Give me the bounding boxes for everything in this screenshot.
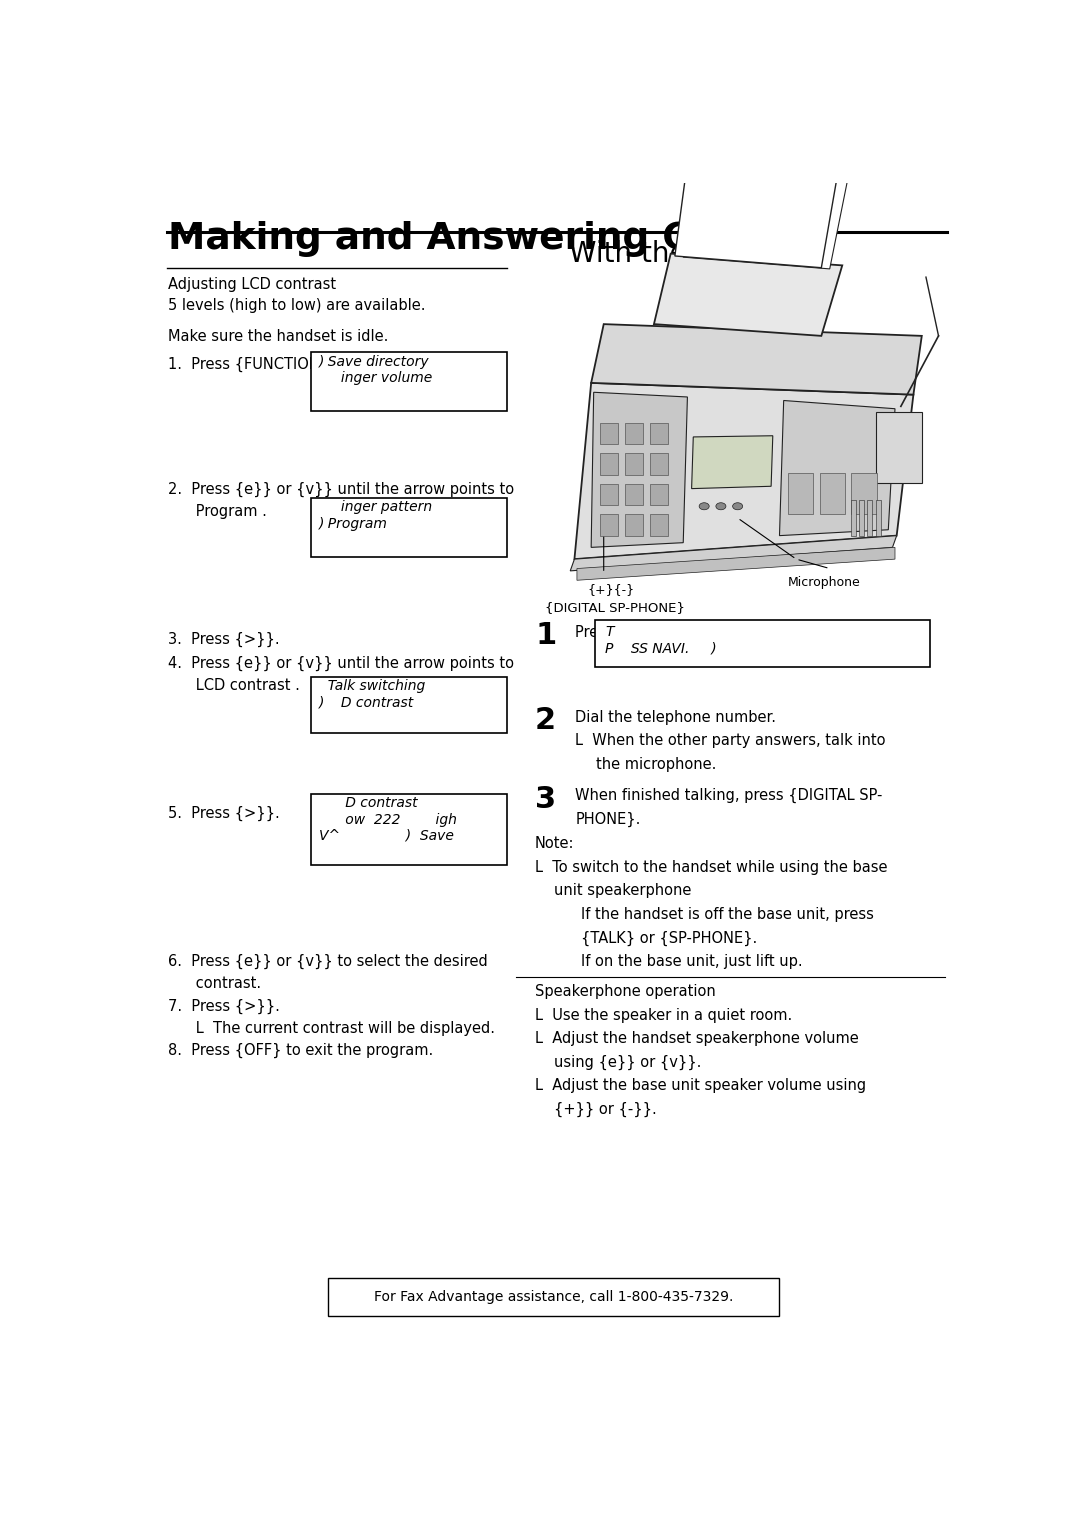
Bar	[311, 497, 508, 557]
Text: LCD contrast .: LCD contrast .	[168, 678, 300, 693]
Text: For Fax Advantage assistance, call 1-800-435-7329.: For Fax Advantage assistance, call 1-800…	[374, 1289, 733, 1305]
Bar	[599, 514, 618, 536]
Text: L  Use the speaker in a quiet room.: L Use the speaker in a quiet room.	[535, 1009, 793, 1022]
Text: When finished talking, press {DIGITAL SP-: When finished talking, press {DIGITAL SP…	[576, 789, 882, 804]
Text: 4.  Press {e}} or {v}} until the arrow points to: 4. Press {e}} or {v}} until the arrow po…	[168, 656, 514, 671]
Bar	[311, 676, 508, 732]
Text: Program .: Program .	[168, 504, 268, 519]
Bar	[595, 620, 930, 667]
Text: inger pattern
) Program: inger pattern ) Program	[320, 501, 432, 531]
Bar	[650, 514, 669, 536]
Ellipse shape	[732, 502, 743, 510]
Text: 7.  Press {>}}.: 7. Press {>}}.	[168, 998, 281, 1013]
Text: 6.  Press {e}} or {v}} to select the desired: 6. Press {e}} or {v}} to select the desi…	[168, 954, 488, 969]
Polygon shape	[591, 392, 688, 548]
Ellipse shape	[699, 502, 710, 510]
Bar	[867, 501, 873, 536]
Text: Microphone: Microphone	[788, 575, 861, 589]
Text: Note:: Note:	[535, 836, 575, 852]
Bar	[788, 473, 813, 514]
Text: 1: 1	[535, 621, 556, 650]
Text: Dial the telephone number.: Dial the telephone number.	[576, 710, 777, 725]
Text: the microphone.: the microphone.	[596, 757, 716, 772]
Bar	[650, 484, 669, 505]
Text: Speakerphone operation: Speakerphone operation	[535, 984, 716, 1000]
Text: Make sure the handset is idle.: Make sure the handset is idle.	[168, 328, 389, 343]
Text: 2: 2	[535, 707, 556, 736]
Polygon shape	[577, 548, 895, 580]
Bar	[624, 514, 643, 536]
Text: L  To switch to the handset while using the base: L To switch to the handset while using t…	[535, 861, 888, 874]
Bar	[851, 501, 855, 536]
Bar	[876, 501, 881, 536]
Text: using {e}} or {v}}.: using {e}} or {v}}.	[554, 1054, 701, 1070]
Text: Press {DIGITAL SP-PHONE}.: Press {DIGITAL SP-PHONE}.	[576, 626, 778, 639]
Polygon shape	[591, 324, 922, 395]
Text: 1.  Press {FUNCTION}.: 1. Press {FUNCTION}.	[168, 357, 335, 372]
Text: 5 levels (high to low) are available.: 5 levels (high to low) are available.	[168, 298, 426, 313]
Bar	[327, 1279, 780, 1315]
Text: Adjusting LCD contrast: Adjusting LCD contrast	[168, 278, 337, 291]
Text: 2.  Press {e}} or {v}} until the arrow points to: 2. Press {e}} or {v}} until the arrow po…	[168, 482, 514, 497]
Bar	[599, 484, 618, 505]
Polygon shape	[653, 253, 842, 336]
Bar	[859, 501, 864, 536]
Bar	[311, 353, 508, 410]
Text: L  Adjust the base unit speaker volume using: L Adjust the base unit speaker volume us…	[535, 1079, 866, 1094]
Bar	[599, 423, 618, 444]
Text: ) Save directory
     inger volume: ) Save directory inger volume	[320, 354, 432, 385]
Bar	[599, 453, 618, 475]
Text: 3: 3	[535, 784, 556, 813]
Text: {+}} or {-}}.: {+}} or {-}}.	[554, 1102, 657, 1117]
Text: {TALK} or {SP-PHONE}.: {TALK} or {SP-PHONE}.	[581, 931, 757, 946]
Text: D contrast
      ow  222        igh
V^               )  Save: D contrast ow 222 igh V^ ) Save	[320, 797, 457, 842]
Text: {+}{-}: {+}{-}	[588, 583, 634, 595]
Text: If on the base unit, just lift up.: If on the base unit, just lift up.	[581, 954, 802, 969]
Bar	[820, 473, 845, 514]
Polygon shape	[575, 383, 914, 559]
Text: {DIGITAL SP-PHONE}: {DIGITAL SP-PHONE}	[545, 601, 685, 615]
Text: 5.  Press {>}}.: 5. Press {>}}.	[168, 806, 280, 821]
Bar	[650, 423, 669, 444]
Text: T
P    SS NAVI.     ): T P SS NAVI. )	[606, 626, 717, 655]
Text: contrast.: contrast.	[168, 977, 261, 992]
Text: PHONE}.: PHONE}.	[576, 812, 640, 827]
Text: With the base unit: With the base unit	[568, 240, 824, 267]
Polygon shape	[675, 162, 838, 267]
Ellipse shape	[716, 502, 726, 510]
Text: L  Adjust the handset speakerphone volume: L Adjust the handset speakerphone volume	[535, 1032, 859, 1047]
Polygon shape	[780, 400, 895, 536]
Polygon shape	[684, 168, 848, 269]
Bar	[624, 423, 643, 444]
Text: If the handset is off the base unit, press: If the handset is off the base unit, pre…	[581, 906, 874, 922]
Bar	[311, 794, 508, 865]
Bar	[650, 453, 669, 475]
Bar	[851, 473, 877, 514]
Text: Talk switching
)    D contrast: Talk switching ) D contrast	[320, 679, 426, 710]
Polygon shape	[570, 536, 896, 571]
Text: 8.  Press {OFF} to exit the program.: 8. Press {OFF} to exit the program.	[168, 1044, 434, 1059]
Text: Making and Answering Calls: Making and Answering Calls	[168, 221, 764, 256]
Bar	[876, 412, 922, 482]
Text: L  When the other party answers, talk into: L When the other party answers, talk int…	[576, 732, 886, 748]
Text: unit speakerphone: unit speakerphone	[554, 884, 691, 899]
Polygon shape	[691, 436, 773, 488]
Text: 3.  Press {>}}.: 3. Press {>}}.	[168, 632, 280, 647]
Bar	[624, 484, 643, 505]
Bar	[624, 453, 643, 475]
Text: L  The current contrast will be displayed.: L The current contrast will be displayed…	[168, 1021, 496, 1036]
